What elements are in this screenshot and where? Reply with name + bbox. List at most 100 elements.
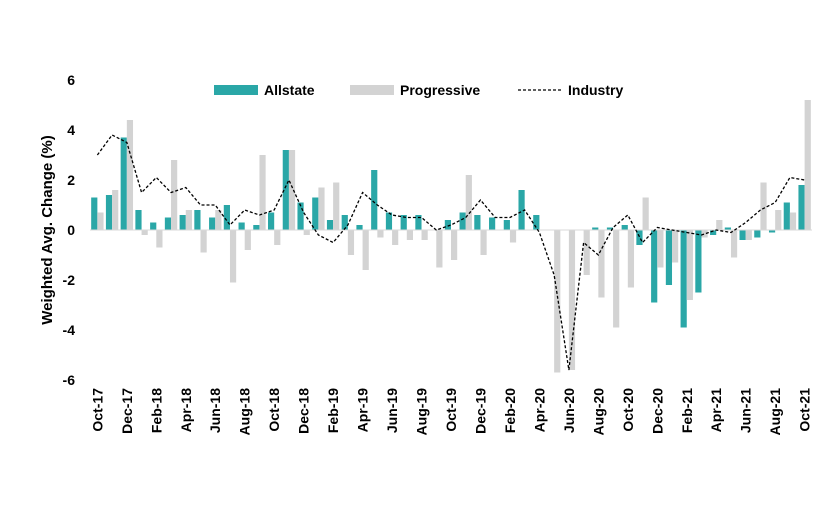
allstate-bar [238,222,245,230]
allstate-bar [135,210,142,230]
progressive-bar [451,230,458,260]
allstate-bar [268,212,275,230]
allstate-bar [415,215,422,230]
x-tick-label: Dec-17 [119,388,135,434]
legend: Allstate Progressive Industry [214,82,623,98]
allstate-bar [356,225,363,230]
progressive-bar [244,230,251,250]
allstate-bar [754,230,761,238]
progressive-bar [126,120,134,230]
progressive-bar [583,230,590,275]
allstate-bar [768,230,776,233]
progressive-bar [716,220,723,230]
allstate-bar [533,215,540,230]
progressive-bar [730,230,738,258]
progressive-bar [804,100,811,230]
allstate-bar [621,225,628,230]
x-tick-label: Jun-19 [384,388,400,433]
allstate-bar [253,225,260,230]
progressive-bar [598,230,605,298]
allstate-bar [209,217,216,230]
allstate-bar [724,227,731,230]
x-tick-label: Jun-21 [738,388,754,433]
allstate-bar [105,195,113,230]
allstate-bar [651,230,658,303]
progressive-bar [672,230,679,263]
allstate-bar [503,220,510,230]
allstate-bar [400,215,407,230]
progressive-bar [406,230,413,240]
x-tick-label: Oct-21 [797,388,813,432]
legend-label-allstate: Allstate [264,82,315,98]
allstate-bar [798,185,805,230]
x-tick-label: Oct-19 [443,388,459,432]
progressive-bar [288,150,296,230]
progressive-bar [215,210,222,230]
y-tick-label: 4 [67,122,75,138]
progressive-bar [141,230,148,235]
x-tick-label: Dec-20 [649,388,665,434]
progressive-bar [657,230,664,268]
progressive-bar [171,160,178,230]
progressive-bar [465,175,472,230]
legend-label-industry: Industry [568,82,623,98]
progressive-bar [333,182,340,230]
x-tick-label: Aug-18 [237,388,253,436]
progressive-bar [229,230,237,283]
progressive-bar [701,230,708,238]
allstate-bar [606,227,614,230]
progressive-bar [274,230,281,245]
x-tick-label: Aug-21 [767,388,783,436]
progressive-bar [200,230,207,253]
progressive-bar [760,182,767,230]
allstate-bar [459,212,466,230]
allstate-bar [695,230,702,293]
allstate-bar [783,202,790,230]
allstate-bar [665,230,673,285]
allstate-bar [91,197,98,230]
y-axis: 6 4 2 0 -2 -4 -6 [63,72,76,388]
progressive-bar [259,155,266,230]
progressive-bar [480,230,487,255]
x-tick-label: Oct-18 [266,388,282,432]
x-tick-label: Jun-20 [561,388,577,433]
progressive-bar [775,210,782,230]
allstate-bar [680,230,687,328]
progressive-bar [185,210,192,230]
y-tick-label: 6 [67,72,75,88]
x-axis: Oct-17 Dec-17 Feb-18 Apr-18 Jun-18 Aug-18 Oct-… [89,388,812,436]
allstate-bar [592,227,599,230]
allstate-bar [341,215,348,230]
x-tick-label: Apr-19 [355,388,371,433]
legend-swatch-allstate [214,85,258,95]
x-tick-label: Feb-21 [679,388,695,433]
allstate-bar [371,170,378,230]
x-tick-label: Dec-19 [472,388,488,434]
y-tick-label: 0 [67,222,75,238]
x-tick-label: Dec-18 [296,388,312,434]
x-tick-label: Apr-20 [531,388,547,433]
y-tick-label: 2 [67,172,75,188]
industry-line-layer [96,134,805,371]
progressive-bar [347,230,355,255]
allstate-bar [282,150,289,230]
progressive-bar [436,230,443,268]
allstate-bar [179,215,186,230]
allstate-bar [739,230,746,240]
allstate-bar [194,210,201,230]
progressive-bar [303,230,310,235]
x-tick-label: Feb-18 [148,388,164,433]
progressive-bar [318,187,325,230]
progressive-bar [112,190,119,230]
y-axis-title: Weighted Avg. Change (%) [39,135,56,324]
bars-layer [91,100,811,373]
x-tick-label: Oct-17 [89,388,105,432]
progressive-bar [686,230,693,300]
x-tick-label: Apr-21 [708,388,724,433]
x-tick-label: Aug-20 [590,388,606,436]
x-tick-label: Apr-18 [178,388,194,433]
legend-label-progressive: Progressive [400,82,480,98]
progressive-bar [613,230,620,328]
progressive-bar [789,212,797,230]
